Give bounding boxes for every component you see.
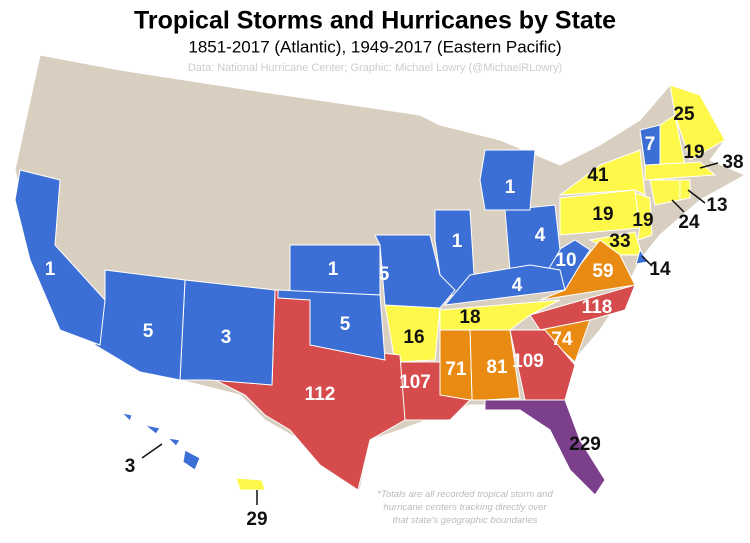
region-value: 112	[305, 384, 336, 405]
region-value: 118	[582, 297, 613, 318]
region-value: 25	[673, 104, 695, 125]
region-shape	[649, 179, 681, 206]
footnote-line: *Totals are all recorded tropical storm …	[377, 489, 553, 500]
region-value: 59	[592, 261, 613, 282]
region-value: 4	[512, 275, 523, 296]
region-value: 41	[587, 165, 609, 186]
region-shape	[443, 264, 566, 306]
leader-line	[687, 189, 706, 204]
region-value: 1	[505, 177, 516, 198]
region-shape	[504, 204, 561, 276]
region-value: 74	[551, 329, 573, 350]
region-value: 109	[512, 351, 544, 372]
source: Data: National Hurricane Center; Graphic…	[188, 62, 562, 74]
region-value: 1	[328, 259, 339, 280]
region-value: 71	[445, 359, 467, 380]
leader-lines	[141, 162, 719, 505]
region-shape	[509, 329, 576, 401]
region-shape	[235, 477, 266, 491]
region-shape	[14, 169, 106, 346]
footnote: *Totals are all recorded tropical storm …	[377, 489, 553, 526]
leader-line	[641, 255, 653, 267]
region-value: 24	[678, 212, 700, 233]
region-value: 4	[535, 225, 546, 246]
region-value: 19	[632, 210, 653, 231]
title: Tropical Storms and Hurricanes by State	[134, 7, 616, 35]
region-value: 5	[143, 321, 154, 342]
region-shape	[166, 437, 181, 447]
region-value: 13	[706, 195, 727, 216]
region-shape	[669, 84, 726, 161]
region-value: 5	[379, 264, 390, 285]
region-value: 29	[246, 509, 267, 530]
region-value: 107	[399, 372, 431, 393]
footnote-line: that state's geographic boundaries	[393, 515, 538, 526]
region-value: 18	[459, 307, 480, 328]
subtitle: 1851-2017 (Atlantic), 1949-2017 (Eastern…	[188, 37, 561, 56]
region-shape	[634, 192, 653, 241]
leader-line	[699, 162, 719, 169]
region-value: 81	[486, 357, 508, 378]
region-value: 38	[722, 152, 743, 173]
region-shape	[277, 289, 386, 361]
region-shape	[479, 149, 536, 211]
region-shape	[484, 399, 606, 496]
regions	[14, 84, 726, 496]
region-value: 14	[649, 259, 671, 280]
region-shape	[144, 424, 161, 435]
region-value: 3	[125, 456, 136, 477]
region-value: 19	[592, 204, 613, 225]
region-value: 16	[403, 327, 424, 348]
footnote-line: hurricane centers tracking directly over	[383, 502, 547, 513]
region-value: 1	[452, 231, 463, 252]
region-value: 7	[645, 134, 656, 155]
region-shape	[529, 284, 636, 331]
region-value: 19	[683, 142, 704, 163]
region-shape	[374, 234, 456, 309]
region-shape	[644, 161, 717, 181]
leader-line	[141, 443, 163, 459]
region-value: 10	[555, 250, 576, 271]
region-value: 33	[609, 231, 630, 252]
region-value: 5	[340, 314, 351, 335]
region-shape	[182, 449, 201, 471]
region-value: 229	[569, 434, 601, 455]
region-shape	[94, 269, 186, 381]
region-value: 1	[45, 259, 56, 280]
region-value: 3	[221, 327, 232, 348]
region-shape	[439, 299, 561, 333]
leader-line	[671, 199, 685, 213]
region-shape	[120, 412, 133, 422]
